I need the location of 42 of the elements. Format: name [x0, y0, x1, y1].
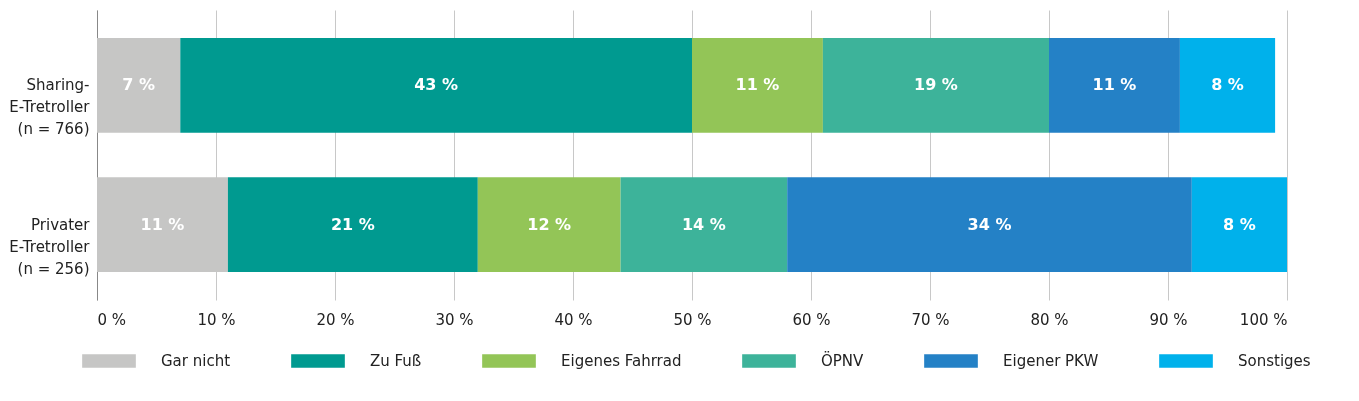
- data-label: 8 %: [1211, 75, 1244, 95]
- x-tick-label: 50 %: [673, 310, 712, 329]
- bar: [1179, 37, 1276, 133]
- data-label: 14 %: [681, 214, 726, 234]
- data-label: 11 %: [735, 75, 780, 95]
- data-label: 11 %: [1092, 75, 1137, 95]
- data-label: 19 %: [914, 75, 958, 95]
- x-tick-label: 80 %: [1030, 310, 1069, 329]
- legend-label: Zu Fuß: [370, 352, 422, 370]
- x-tick-label: 10 %: [197, 310, 236, 329]
- bar: [1191, 177, 1287, 273]
- data-label: 12 %: [527, 214, 572, 234]
- legend-label: ÖPNV: [821, 351, 865, 370]
- data-label: 8 %: [1223, 214, 1256, 234]
- bar: [822, 37, 1049, 133]
- y-tick-label: Privater E-Tretroller (n = 256): [9, 215, 91, 278]
- data-label: 11 %: [140, 214, 185, 234]
- y-tick-label: Sharing- E-Tretroller (n = 766): [9, 76, 91, 139]
- x-tick-label: 20 %: [316, 310, 355, 329]
- bar: [477, 177, 621, 273]
- bar: [692, 37, 823, 133]
- x-tick-label: 30 %: [435, 310, 474, 329]
- legend-label: Gar nicht: [161, 352, 231, 370]
- data-label: 21 %: [330, 214, 375, 234]
- bar: [227, 177, 478, 273]
- data-label: 43 %: [414, 75, 459, 95]
- bar: [1049, 37, 1180, 133]
- x-tick-label: 40 %: [554, 310, 593, 329]
- bar: [787, 177, 1192, 273]
- data-label: 7 %: [122, 75, 156, 95]
- bar: [97, 37, 181, 133]
- x-tick-label: 90 %: [1149, 310, 1188, 329]
- bar: [620, 177, 788, 273]
- legend-label: Eigenes Fahrrad: [561, 352, 682, 370]
- legend-label: Eigener PKW: [1003, 352, 1099, 370]
- x-tick-label: 0 %: [97, 310, 127, 329]
- data-label: 34 %: [967, 214, 1012, 234]
- legend-label: Sonstiges: [1238, 352, 1311, 370]
- x-tick-label: 100 %: [1239, 310, 1288, 329]
- bar: [180, 37, 692, 133]
- x-tick-label: 70 %: [911, 310, 950, 329]
- x-tick-label: 60 %: [792, 310, 831, 329]
